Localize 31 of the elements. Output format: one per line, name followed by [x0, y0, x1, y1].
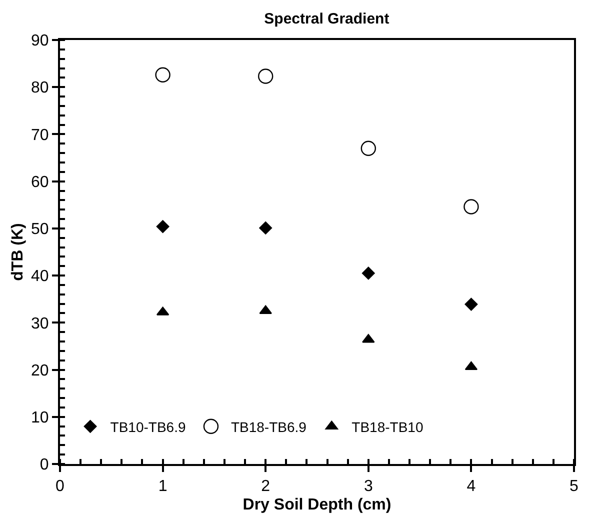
x-tick-label: 5 — [570, 478, 579, 496]
x-tick-label: 2 — [261, 478, 270, 496]
legend-label: TB18-TB6.9 — [230, 418, 307, 435]
legend-label: TB10-TB6.9 — [110, 418, 186, 435]
y-tick-label: 30 — [31, 315, 49, 332]
y-axis-title: dTB (K) — [9, 223, 26, 281]
x-tick-label: 0 — [56, 478, 65, 496]
point — [362, 266, 375, 280]
y-tick-label: 40 — [31, 268, 49, 286]
point — [258, 68, 274, 84]
y-tick-label: 60 — [31, 174, 49, 191]
y-tick-label: 10 — [31, 409, 49, 426]
point — [464, 361, 478, 370]
point — [156, 220, 170, 234]
point — [155, 67, 170, 82]
y-tick-label: 0 — [40, 456, 49, 474]
x-tick-label: 4 — [466, 478, 476, 496]
x-axis-title: Dry Soil Depth (cm) — [242, 496, 392, 514]
y-tick-label: 70 — [31, 126, 49, 144]
x-tick-label: 3 — [364, 478, 373, 496]
legend-label: TB18-TB10 — [352, 418, 424, 435]
y-tick-label: 20 — [31, 362, 49, 380]
y-tick-label: 50 — [31, 221, 49, 238]
x-tick-label: 1 — [158, 478, 168, 496]
chart-title: Spectral Gradient — [264, 10, 390, 28]
point — [360, 140, 376, 156]
point — [464, 298, 478, 311]
y-tick-label: 90 — [31, 32, 49, 50]
y-tick-label: 80 — [31, 80, 49, 97]
point — [259, 222, 272, 234]
point — [464, 199, 479, 214]
